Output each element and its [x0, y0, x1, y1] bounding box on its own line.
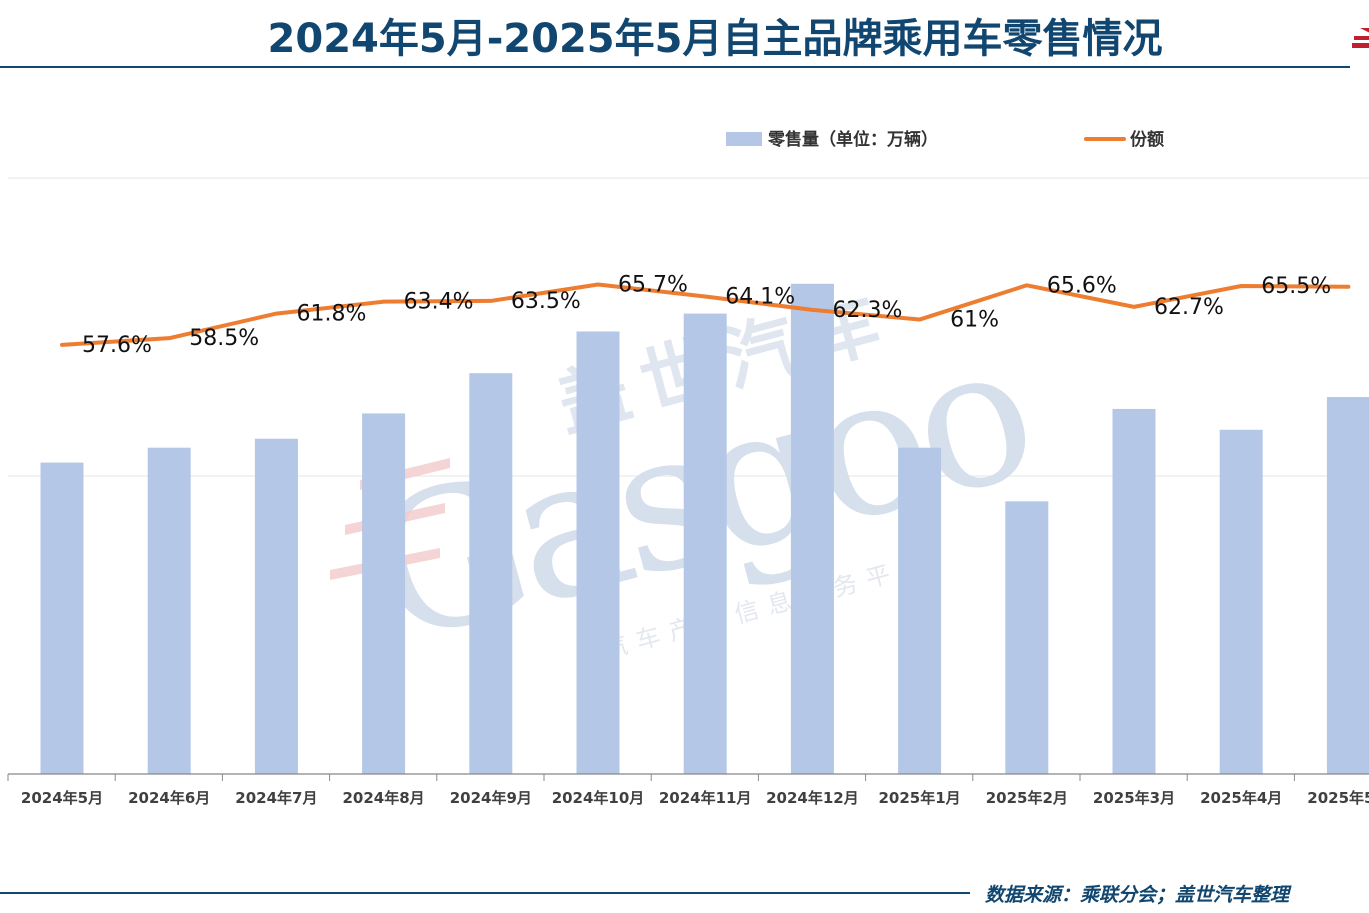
bar — [147, 447, 191, 774]
legend-line-label: 份额 — [1130, 129, 1164, 150]
share-data-label: 65.6% — [1047, 273, 1117, 298]
bar — [1326, 397, 1369, 774]
x-tick-label: 2025年5月 — [1307, 789, 1369, 807]
source-divider — [0, 892, 970, 894]
bar — [362, 413, 406, 774]
x-tick-label: 2024年9月 — [450, 789, 532, 807]
share-line-path — [60, 282, 1351, 347]
share-data-label: 63.4% — [404, 290, 474, 315]
share-data-label: 65.5% — [1261, 274, 1331, 299]
bar — [1219, 429, 1263, 774]
chart-title: 2024年5月-2025年5月自主品牌乘用车零售情况 — [267, 16, 1163, 62]
share-data-label: 58.5% — [189, 326, 259, 351]
x-tick-label: 2024年7月 — [235, 789, 317, 807]
share-data-label: 61% — [950, 308, 999, 333]
share-data-label: 62.3% — [832, 298, 902, 323]
x-tick-label: 2025年3月 — [1093, 789, 1175, 807]
x-tick-label: 2024年10月 — [552, 789, 645, 807]
x-tick-label: 2024年12月 — [766, 789, 859, 807]
bar — [683, 313, 727, 774]
x-tick-label: 2025年4月 — [1200, 789, 1282, 807]
x-tick-label: 2025年1月 — [879, 789, 961, 807]
bar — [1112, 408, 1156, 774]
data-source: 数据来源：乘联分会；盖世汽车整理 — [985, 884, 1290, 906]
bar — [790, 283, 834, 774]
legend-bar-swatch — [726, 132, 762, 146]
title-divider — [0, 66, 1350, 68]
share-data-label: 57.6% — [82, 333, 152, 358]
x-tick-label: 2024年6月 — [128, 789, 210, 807]
bar — [1005, 501, 1049, 774]
x-axis: 2024年5月 2024年6月 2024年7月 2024年8月 2024年9月 2024年… — [7, 773, 1369, 807]
share-data-label: 61.8% — [296, 302, 366, 327]
x-tick-label: 2024年11月 — [659, 789, 752, 807]
share-data-label: 65.7% — [618, 273, 688, 298]
gasgoo-logo-icon — [1352, 28, 1369, 48]
retail-bars — [40, 283, 1369, 774]
x-tick-label: 2024年8月 — [343, 789, 425, 807]
bar — [40, 462, 84, 774]
bar — [898, 447, 942, 774]
x-tick-label: 2025年2月 — [986, 789, 1068, 807]
bar — [254, 438, 298, 774]
x-tick-label: 2024年5月 — [21, 789, 103, 807]
share-data-label: 62.7% — [1154, 295, 1224, 320]
legend: 零售量（单位：万辆） 份额 — [726, 129, 1164, 150]
bar — [469, 373, 513, 774]
legend-bar-label: 零售量（单位：万辆） — [767, 129, 938, 150]
share-data-label: 64.1% — [725, 284, 795, 309]
share-line: 57.6% 58.5% 61.8% 63.4% 63.5% 65.7% 64.1% 62.3%… — [60, 273, 1351, 358]
share-data-label: 63.5% — [511, 289, 581, 314]
bar — [576, 331, 620, 774]
